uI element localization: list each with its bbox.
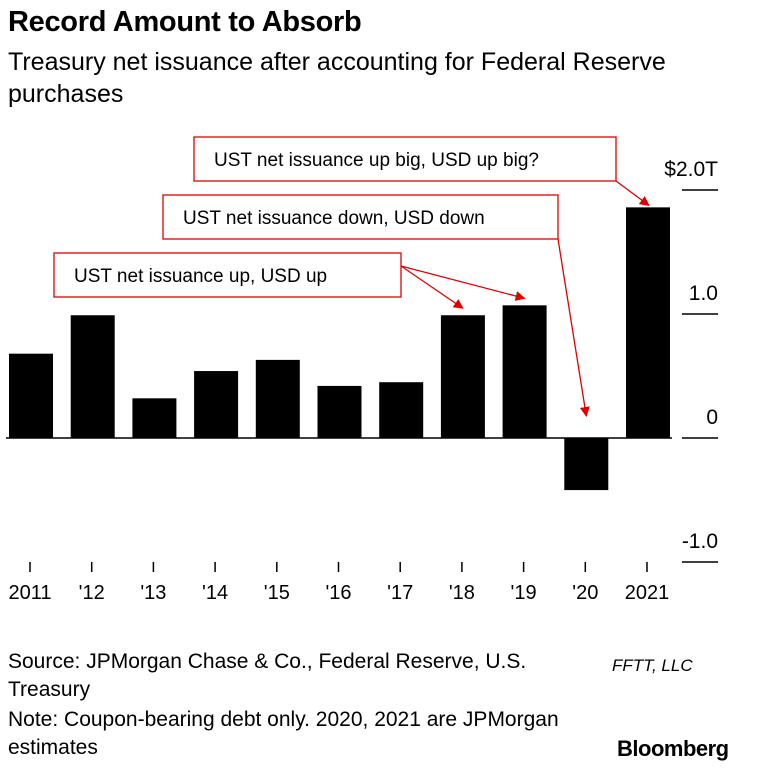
bar-14: [194, 371, 239, 438]
y-tick-label: 0: [706, 406, 718, 429]
annotation-arrow: [557, 238, 590, 417]
x-tick-label: '19: [511, 582, 537, 604]
bar-20: [564, 438, 609, 491]
annotation-text: UST net issuance down, USD down: [183, 208, 485, 229]
bar-chart: 2011 '12 '13 '14 '15 '16 '17 '18 '19 '20 2021 $2.0T…: [6, 136, 718, 604]
annotation-box: [162, 194, 559, 240]
x-tick-label: '17: [387, 582, 413, 604]
chart-title: Record Amount to Absorb: [8, 6, 362, 38]
y-tick-label: 1.0: [689, 282, 718, 305]
bloomberg-logo: Bloomberg: [617, 736, 729, 761]
x-tick-label: '14: [202, 582, 228, 604]
bar-2021: [626, 207, 670, 438]
annotation-text: UST net issuance up big, USD up big?: [214, 150, 539, 171]
x-tick-label: 2011: [8, 582, 51, 604]
chart-subtitle: Treasury net issuance after accounting f…: [8, 48, 666, 108]
annotation-arrow: [400, 265, 526, 301]
x-tick-label: '13: [140, 582, 166, 604]
bar-13: [132, 398, 177, 438]
x-tick-label: '18: [449, 582, 475, 604]
x-tick-label: '12: [79, 582, 105, 604]
annotation-box: [193, 136, 617, 182]
x-tick-label: 2021: [625, 582, 670, 604]
footnote: Note: Coupon-bearing debt only. 2020, 20…: [8, 708, 559, 759]
annotation-arrow: [615, 180, 650, 206]
y-tick-label: $2.0T: [664, 158, 718, 181]
annotation-box: [53, 252, 402, 298]
bar-2011: [9, 353, 53, 438]
bar-19: [502, 305, 547, 438]
y-tick-label: -1.0: [682, 530, 718, 553]
x-tick-label: '15: [264, 582, 290, 604]
x-tick-label: '16: [325, 582, 351, 604]
bar-15: [255, 359, 300, 438]
bar-16: [317, 385, 362, 438]
source-note: Source: JPMorgan Chase & Co., Federal Re…: [8, 650, 527, 701]
bar-17: [379, 382, 424, 438]
annotation-text: UST net issuance up, USD up: [74, 266, 327, 287]
annotation-arrow: [400, 265, 464, 309]
watermark-text: FFTT, LLC: [612, 656, 693, 675]
x-tick-label: '20: [572, 582, 598, 604]
bar-18: [440, 315, 485, 438]
bar-12: [70, 315, 115, 438]
